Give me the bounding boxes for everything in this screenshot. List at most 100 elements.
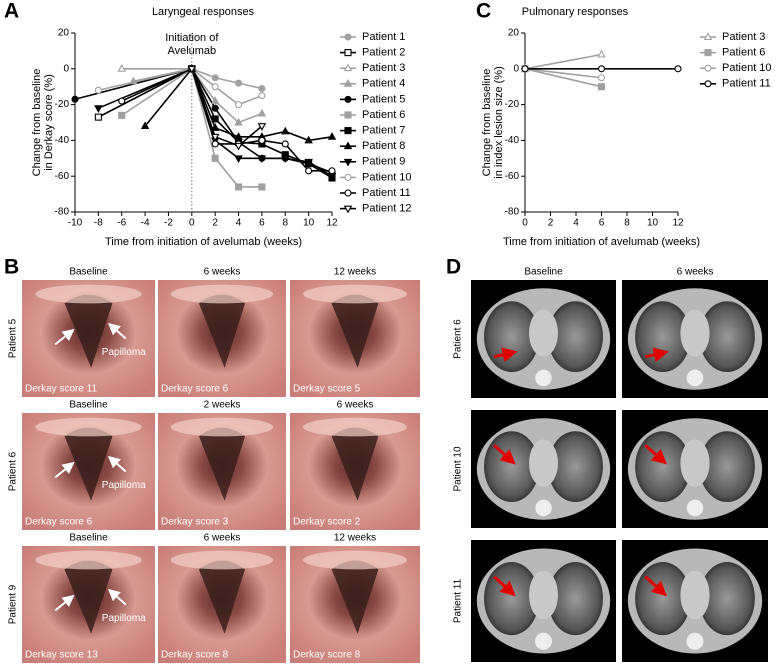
tissue: [35, 550, 142, 570]
mediastinum: [529, 570, 558, 620]
legend-marker: [343, 141, 353, 150]
legend-label: Patient 10: [722, 62, 772, 74]
row-label: Patient 9: [8, 584, 19, 624]
legend-label: Patient 11: [722, 78, 771, 90]
arrow: [54, 461, 75, 479]
tissue: [170, 284, 274, 304]
lung: [699, 431, 755, 503]
marker: [129, 76, 138, 85]
marker: [257, 108, 267, 117]
column-label: 12 weeks: [334, 267, 376, 278]
legend-marker: [343, 79, 353, 87]
series-line: [524, 68, 602, 79]
panel-label: C: [476, 0, 491, 23]
marker: [257, 123, 267, 131]
row-label: Patient 5: [8, 318, 19, 358]
legend-marker: [343, 158, 353, 167]
mediastinum: [529, 309, 558, 357]
airway: [198, 294, 246, 368]
arrow: [493, 347, 518, 363]
legend-marker: [703, 32, 713, 40]
airway: [331, 560, 379, 634]
column-label: 6 weeks: [337, 400, 374, 411]
tissue: [303, 284, 407, 304]
annotation: Avelumab: [167, 45, 216, 57]
marker: [597, 65, 606, 73]
x-tick-label: 12: [672, 218, 684, 229]
panel-label: B: [4, 256, 19, 279]
legend-label: Patient 11: [362, 187, 411, 199]
arrow: [54, 594, 75, 612]
marker: [597, 49, 606, 58]
marker: [674, 65, 682, 73]
airway: [331, 294, 379, 368]
arrow: [107, 322, 127, 340]
x-tick-label: 8: [282, 218, 288, 229]
row-label: Patient 6: [453, 319, 464, 359]
legend-label: Patient 9: [362, 156, 405, 168]
marker: [258, 92, 266, 100]
y-tick-label: -60: [55, 171, 70, 182]
marker: [328, 167, 336, 175]
marker: [257, 155, 267, 164]
arrow: [644, 575, 667, 597]
photo-caption: Derkay score 8: [161, 650, 229, 661]
legend-label: Patient 4: [362, 78, 405, 90]
legend-label: Patient 3: [722, 31, 765, 43]
column-label: 12 weeks: [334, 533, 376, 544]
airway: [198, 560, 246, 634]
legend-label: Patient 12: [362, 203, 412, 215]
x-tick-label: 10: [303, 218, 315, 229]
marker: [234, 79, 243, 87]
x-tick-label: -2: [164, 218, 173, 229]
marker: [117, 64, 126, 72]
legend-label: Patient 6: [362, 109, 405, 121]
marker: [281, 126, 290, 135]
spine: [686, 369, 704, 387]
legend-marker: [704, 64, 712, 72]
marker: [234, 155, 243, 164]
marker: [258, 136, 266, 144]
photo-annotation: Papilloma: [102, 613, 146, 624]
legend-marker: [704, 80, 712, 88]
legend-label: Patient 8: [362, 140, 405, 152]
marker: [94, 113, 102, 121]
arrow: [644, 444, 668, 465]
lung: [699, 301, 755, 373]
airway: [331, 427, 379, 501]
x-tick-label: -6: [117, 218, 126, 229]
photo-annotation: Papilloma: [102, 347, 146, 358]
marker: [597, 83, 606, 91]
marker: [94, 86, 102, 94]
marker: [211, 115, 219, 123]
y-axis-label: in index lesion size (%): [493, 66, 505, 179]
series-line: [191, 68, 263, 90]
lung: [699, 561, 755, 636]
arrow: [493, 444, 516, 465]
marker: [118, 111, 126, 119]
y-tick-label: -20: [505, 99, 520, 110]
legend-label: Patient 7: [362, 125, 405, 137]
x-tick-label: 6: [599, 218, 605, 229]
x-tick-label: 0: [189, 218, 195, 229]
airway: [64, 427, 113, 501]
x-axis-label: Time from initiation of avelumab (weeks): [503, 236, 700, 248]
mediastinum: [680, 309, 710, 357]
series-line: [524, 68, 602, 88]
x-tick-label: -10: [68, 218, 83, 229]
photo-caption: Derkay score 13: [25, 650, 98, 661]
legend-marker: [344, 127, 352, 135]
marker: [521, 65, 529, 73]
tissue: [303, 550, 407, 570]
column-label: 6 weeks: [677, 267, 714, 278]
legend-label: Patient 10: [362, 171, 412, 183]
photo-caption: Derkay score 5: [293, 384, 361, 395]
legend-marker: [344, 173, 352, 181]
mediastinum: [529, 439, 558, 487]
spine: [535, 369, 552, 387]
chart-title: Laryngeal responses: [152, 6, 255, 18]
x-tick-label: -8: [94, 218, 103, 229]
y-tick-label: -80: [55, 207, 70, 218]
y-axis-label: Change from baseline: [481, 69, 493, 177]
marker: [71, 95, 79, 103]
